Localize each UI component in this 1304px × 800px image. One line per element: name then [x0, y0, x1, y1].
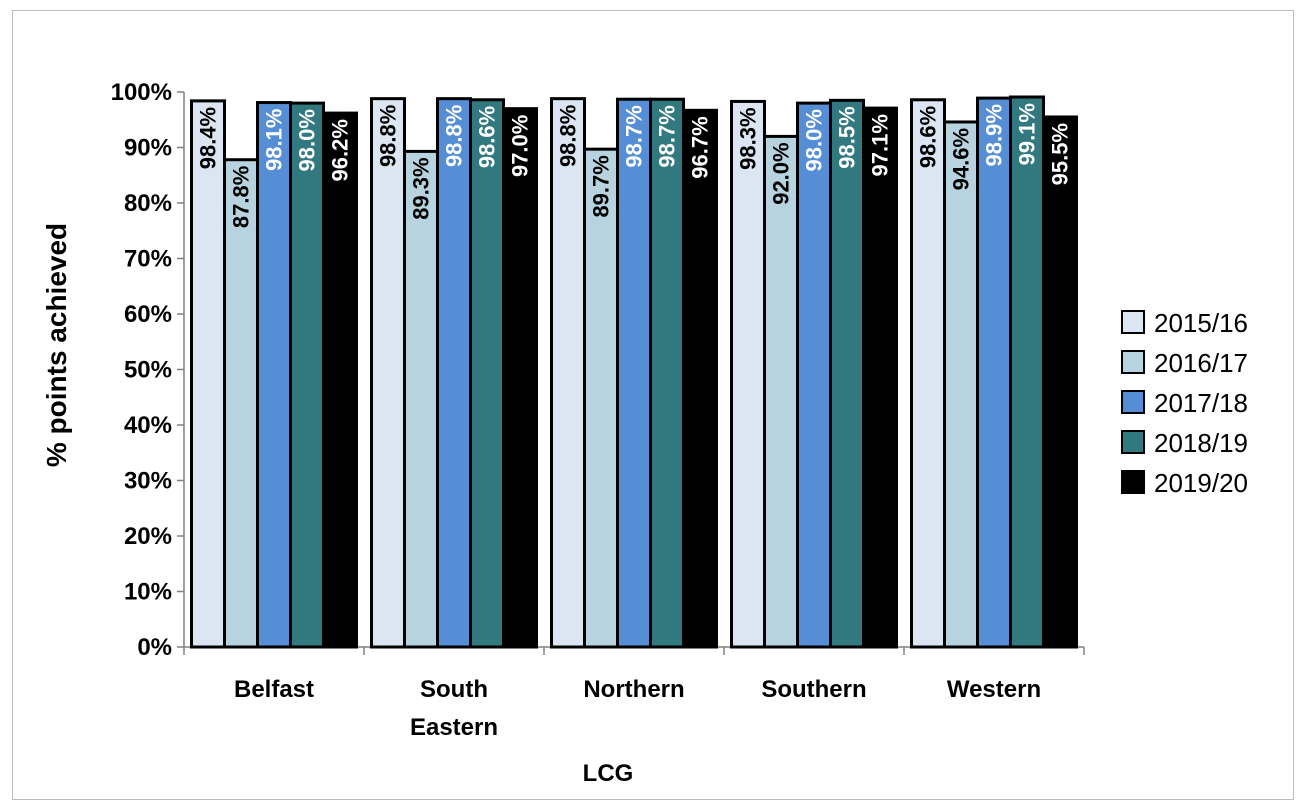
data-label: 89.3% [409, 157, 434, 219]
bar [322, 111, 358, 649]
bar [829, 98, 865, 649]
legend-label: 2019/20 [1154, 468, 1248, 498]
data-label: 97.0% [508, 115, 533, 177]
bar [1042, 115, 1078, 649]
y-tick-label: 10% [124, 579, 172, 606]
bar [1009, 95, 1045, 649]
data-label: 95.5% [1048, 123, 1073, 185]
x-category-label-line: Southern [761, 676, 866, 703]
bar [616, 97, 652, 649]
data-label: 92.0% [769, 142, 794, 204]
legend-label: 2018/19 [1154, 428, 1248, 458]
data-label: 98.8% [442, 105, 467, 167]
data-label: 96.7% [688, 116, 713, 178]
bar [862, 106, 898, 649]
x-category-label-line: Eastern [410, 714, 498, 741]
data-label: 98.6% [916, 106, 941, 168]
y-axis-title: % points achieved [41, 223, 72, 467]
y-tick-label: 60% [124, 301, 172, 328]
data-label: 96.2% [328, 119, 353, 181]
x-category-label-line: Northern [583, 676, 684, 703]
bar [763, 134, 799, 649]
bar [469, 98, 505, 649]
x-category-label-line: Belfast [234, 676, 314, 703]
bar [583, 147, 619, 649]
bar [910, 98, 946, 649]
legend-label: 2016/17 [1154, 348, 1248, 378]
legend-swatch [1121, 350, 1145, 374]
bar [370, 97, 406, 649]
data-label: 98.0% [802, 109, 827, 171]
y-tick-label: 100% [111, 79, 172, 106]
data-label: 98.7% [655, 105, 680, 167]
data-label: 98.9% [982, 104, 1007, 166]
bar [289, 101, 325, 649]
bar [223, 158, 259, 649]
y-tick-label: 20% [124, 523, 172, 550]
legend-swatch [1121, 310, 1145, 334]
data-label: 97.1% [868, 114, 893, 176]
y-tick-label: 70% [124, 246, 172, 273]
bar [403, 149, 439, 649]
data-label: 89.7% [589, 155, 614, 217]
y-tick-label: 0% [137, 634, 172, 661]
data-label: 98.8% [376, 105, 401, 167]
bar [796, 101, 832, 649]
y-tick-label: 50% [124, 357, 172, 384]
data-label: 98.6% [475, 106, 500, 168]
bar [976, 96, 1012, 649]
data-label: 98.5% [835, 106, 860, 168]
x-category-label: Northern [583, 676, 684, 703]
bar [436, 97, 472, 649]
data-label: 98.8% [556, 105, 581, 167]
y-tick-label: 80% [124, 190, 172, 217]
legend-label: 2017/18 [1154, 388, 1248, 418]
data-label: 98.3% [736, 107, 761, 169]
bar [256, 101, 292, 649]
bar [649, 97, 685, 649]
x-category-label-line: Western [947, 676, 1041, 703]
legend-swatch [1121, 390, 1145, 414]
x-category-label: Belfast [234, 676, 314, 703]
x-category-label-line: South [420, 676, 488, 703]
x-category-label: Western [947, 676, 1041, 703]
x-category-label: Southern [761, 676, 866, 703]
bar [943, 120, 979, 649]
data-label: 87.8% [229, 166, 254, 228]
x-axis-title: LCG [583, 760, 634, 787]
data-label: 98.4% [196, 107, 221, 169]
legend-swatch [1121, 430, 1145, 454]
data-label: 98.7% [622, 105, 647, 167]
data-label: 94.6% [949, 128, 974, 190]
legend-swatch [1121, 470, 1145, 494]
data-label: 98.0% [295, 109, 320, 171]
y-tick-label: 40% [124, 412, 172, 439]
legend-label: 2015/16 [1154, 308, 1248, 338]
bar [682, 108, 718, 649]
bar [190, 99, 226, 649]
y-tick-label: 30% [124, 468, 172, 495]
data-label: 99.1% [1015, 103, 1040, 165]
bar [550, 97, 586, 649]
y-tick-label: 90% [124, 135, 172, 162]
bar [502, 107, 538, 649]
data-label: 98.1% [262, 109, 287, 171]
x-category-label: South Eastern [410, 676, 498, 741]
bar [730, 99, 766, 649]
